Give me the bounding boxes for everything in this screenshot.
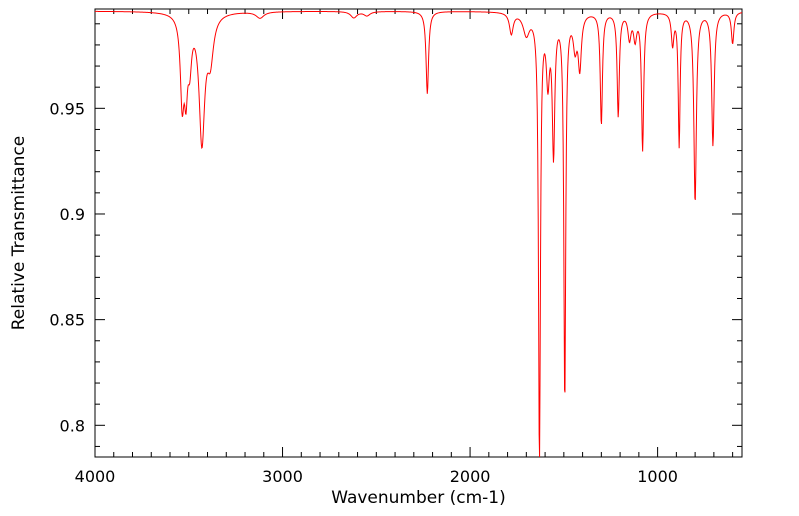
- y-axis-title: Relative Transmittance: [9, 136, 29, 331]
- x-tick-label: 1000: [637, 467, 678, 486]
- spectrum-line: [95, 10, 743, 458]
- plot-frame: [94, 8, 743, 458]
- x-tick-label: 2000: [450, 467, 491, 486]
- x-tick-label: 3000: [262, 467, 303, 486]
- y-tick-label: 0.8: [60, 416, 85, 435]
- x-tick-label: 4000: [75, 467, 116, 486]
- y-tick-label: 0.9: [60, 205, 85, 224]
- y-tick-label: 0.95: [49, 99, 85, 118]
- x-axis-ticks: 4000 3000 2000 1000: [75, 9, 734, 486]
- y-axis-ticks: 0.8 0.85 0.9 0.95: [49, 23, 742, 447]
- x-axis-title: Wavenumber (cm-1): [331, 488, 506, 508]
- y-tick-label: 0.85: [49, 311, 85, 330]
